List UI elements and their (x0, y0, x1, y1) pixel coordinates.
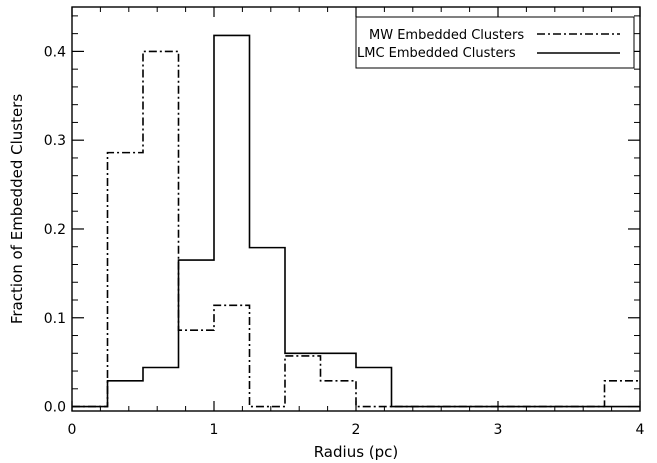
legend-box (355, 16, 635, 69)
y-axis-label: Fraction of Embedded Clusters (8, 94, 26, 325)
x-tick-label: 0 (68, 422, 77, 438)
x-axis-label: Radius (pc) (314, 443, 399, 461)
legend-label-mw: MW Embedded Clusters (369, 28, 524, 43)
y-tick-label: 0.0 (44, 400, 66, 416)
x-tick-label: 4 (636, 422, 645, 438)
x-tick-label: 2 (352, 422, 361, 438)
lmc-series-line (72, 34, 640, 408)
y-tick-label: 0.2 (44, 222, 66, 238)
y-tick-label: 0.3 (44, 133, 66, 149)
y-tick-label: 0.4 (44, 44, 66, 60)
y-axis: 0.0 0.1 0.2 0.3 0.4 (44, 15, 640, 416)
x-tick-label: 1 (210, 422, 219, 438)
y-tick-label: 0.1 (44, 311, 66, 327)
series-group (72, 34, 640, 408)
legend-label-lmc: LMC Embedded Clusters (357, 46, 516, 61)
x-tick-label: 3 (494, 422, 503, 438)
x-axis: 0 1 2 3 4 (68, 7, 645, 438)
legend: MW Embedded Clusters LMC Embedded Cluste… (355, 16, 635, 69)
